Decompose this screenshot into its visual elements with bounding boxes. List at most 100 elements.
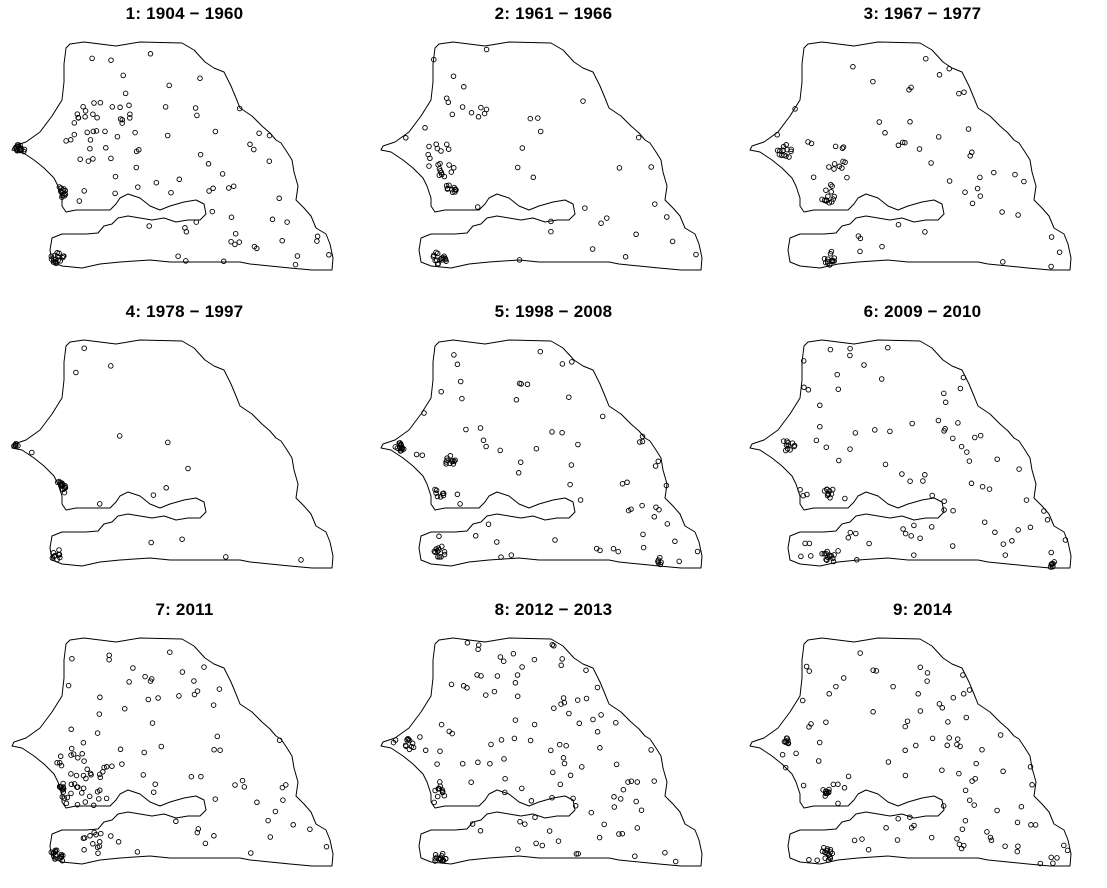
location-point [279, 784, 286, 791]
location-point [929, 735, 936, 742]
location-point [782, 447, 789, 454]
location-point [512, 717, 519, 723]
location-point [854, 557, 860, 563]
location-point [457, 378, 464, 385]
location-point [61, 489, 68, 496]
location-point [693, 251, 699, 258]
location-point [450, 73, 457, 79]
location-point [74, 801, 81, 808]
location-point [845, 773, 852, 780]
location-point [817, 423, 823, 430]
map-panel-4: 4: 1978 − 1997 [0, 298, 369, 590]
location-point [326, 252, 332, 258]
location-point [899, 471, 905, 477]
location-point [958, 443, 965, 450]
location-point [810, 174, 817, 180]
map-3 [749, 41, 1072, 271]
location-point [959, 826, 966, 832]
location-point [797, 486, 803, 493]
location-point [175, 253, 181, 259]
location-point [451, 165, 457, 171]
location-point [494, 673, 501, 679]
location-point [457, 501, 463, 507]
location-point [924, 678, 930, 684]
map-9 [749, 637, 1072, 867]
location-point [928, 834, 935, 841]
location-point [167, 649, 173, 655]
location-point [638, 807, 645, 813]
map-panel-7: 7: 2011 [0, 596, 369, 888]
location-point [439, 171, 445, 178]
location-point [960, 691, 967, 697]
location-point [907, 478, 913, 484]
location-point [254, 799, 260, 806]
location-point [210, 702, 217, 708]
location-point [557, 781, 564, 788]
location-point [883, 825, 889, 831]
location-point [694, 548, 701, 555]
location-point [64, 794, 71, 801]
location-point [961, 842, 967, 849]
location-point [788, 146, 794, 153]
location-point [434, 261, 441, 267]
location-point [949, 543, 956, 549]
location-point [531, 656, 538, 663]
location-point [633, 231, 639, 238]
location-point [1023, 497, 1030, 503]
location-point [800, 358, 807, 364]
location-point [68, 790, 74, 797]
location-point [90, 111, 96, 117]
location-point [444, 185, 451, 192]
location-point [911, 522, 917, 529]
location-point [51, 553, 57, 560]
location-point [150, 492, 157, 498]
location-point [1061, 842, 1067, 849]
location-point [572, 803, 579, 809]
location-point [119, 761, 125, 767]
location-point [206, 188, 212, 194]
location-point [96, 501, 103, 507]
location-point [640, 544, 647, 551]
location-point [449, 111, 456, 118]
location-point [54, 253, 61, 260]
location-point [803, 663, 810, 670]
location-point [437, 494, 444, 500]
location-point [133, 164, 140, 171]
location-point [799, 697, 806, 704]
map-panel-2: 2: 1961 − 1966 [369, 0, 738, 292]
location-point [852, 430, 859, 436]
location-point [433, 141, 439, 147]
location-point [179, 669, 186, 675]
location-point [57, 855, 64, 861]
location-point [805, 387, 812, 393]
location-point [628, 778, 635, 784]
location-point [1015, 212, 1021, 218]
location-point [808, 553, 814, 559]
location-point [85, 158, 92, 164]
location-point [551, 705, 557, 711]
location-point [434, 793, 441, 800]
location-point [1028, 822, 1034, 828]
location-point [477, 828, 484, 834]
location-point [217, 747, 223, 753]
location-point [847, 352, 853, 359]
location-point [483, 46, 490, 53]
map-panel-3: 3: 1967 − 1977 [738, 0, 1107, 292]
country-outline [380, 637, 703, 867]
location-point [434, 145, 441, 152]
location-point [902, 530, 909, 537]
location-point [617, 796, 624, 802]
location-point [813, 437, 820, 444]
location-point [861, 362, 867, 368]
location-point [785, 442, 791, 448]
location-point [651, 778, 657, 784]
location-point [537, 128, 544, 135]
location-point [588, 809, 595, 816]
location-point [437, 779, 443, 785]
location-point [548, 218, 554, 225]
location-point [239, 777, 246, 784]
location-point [798, 553, 804, 560]
location-point [994, 456, 1000, 462]
panel-title: 4: 1978 − 1997 [125, 302, 244, 321]
location-point [290, 822, 296, 828]
